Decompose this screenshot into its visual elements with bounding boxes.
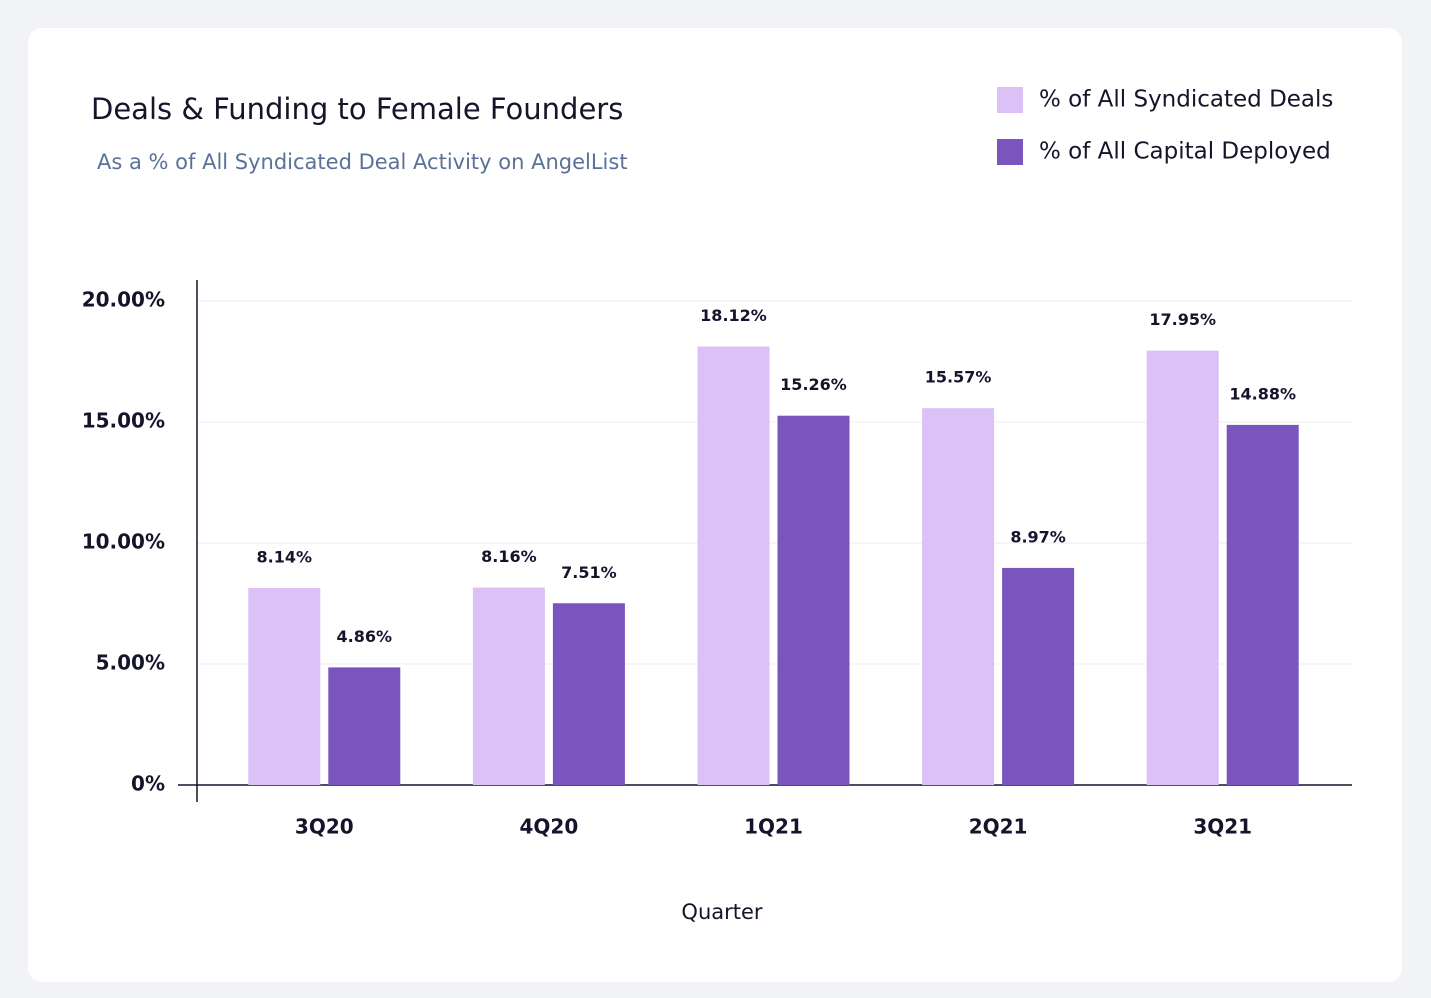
data-label: 15.26% [780, 375, 847, 394]
y-tick-label: 20.00% [82, 288, 165, 312]
x-tick-label: 4Q20 [520, 815, 579, 839]
bar [248, 588, 321, 785]
x-tick-label: 3Q20 [295, 815, 354, 839]
data-label: 8.97% [1010, 527, 1066, 546]
data-label: 15.57% [925, 368, 992, 387]
x-axis-title: Quarter [681, 900, 762, 924]
legend-swatch [997, 139, 1023, 165]
legend-label: % of All Syndicated Deals [1039, 87, 1333, 113]
x-tick-label: 3Q21 [1193, 815, 1252, 839]
chart-title: Deals & Funding to Female Founders [91, 92, 623, 126]
data-label: 8.16% [481, 547, 537, 566]
bar [1146, 350, 1219, 785]
bar [472, 587, 545, 785]
bar [777, 415, 850, 785]
legend-swatch [997, 87, 1023, 113]
y-tick-label: 10.00% [82, 530, 165, 554]
x-tick-label: 2Q21 [969, 815, 1028, 839]
data-label: 17.95% [1149, 310, 1216, 329]
y-tick-label: 0% [131, 772, 165, 796]
bar [328, 667, 401, 785]
bar [1226, 424, 1299, 785]
y-tick-label: 15.00% [82, 409, 165, 433]
data-label: 7.51% [561, 563, 617, 582]
bar [697, 346, 770, 785]
data-label: 14.88% [1229, 384, 1296, 403]
bar [922, 408, 995, 785]
legend-label: % of All Capital Deployed [1039, 139, 1331, 165]
data-label: 4.86% [337, 627, 393, 646]
data-label: 18.12% [700, 306, 767, 325]
x-tick-label: 1Q21 [744, 815, 803, 839]
chart-subtitle: As a % of All Syndicated Deal Activity o… [97, 150, 628, 174]
y-tick-label: 5.00% [96, 651, 165, 675]
bar [1002, 567, 1075, 785]
data-label: 8.14% [257, 548, 313, 567]
bar [552, 603, 625, 785]
